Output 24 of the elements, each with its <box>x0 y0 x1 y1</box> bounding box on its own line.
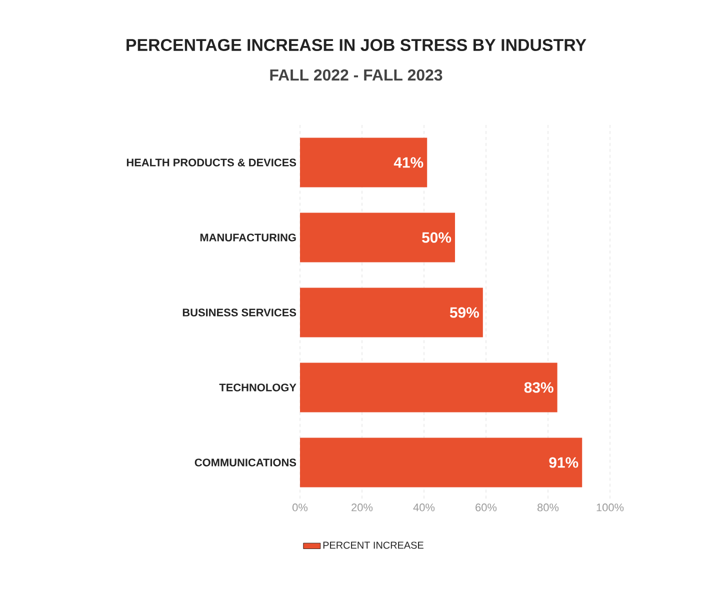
data-label: 50% <box>422 232 452 243</box>
data-label: 41% <box>394 157 424 168</box>
x-tick-label: 100% <box>596 504 624 512</box>
legend-label: PERCENT INCREASE <box>323 542 424 549</box>
data-label: 83% <box>524 382 554 393</box>
x-tick-label: 40% <box>413 504 435 512</box>
x-tick-label: 80% <box>538 504 559 512</box>
x-tick-label: 0% <box>292 504 308 512</box>
bar <box>300 212 456 262</box>
y-tick-label: TECHNOLOGY <box>219 384 296 392</box>
x-tick-label: 20% <box>352 504 373 512</box>
y-tick-label: MANUFACTURING <box>200 234 296 242</box>
data-label: 59% <box>450 307 479 318</box>
y-tick-label: COMMUNICATIONS <box>194 458 296 466</box>
y-tick-label: HEALTH PRODUCTS & DEVICES <box>126 158 296 166</box>
chart-title: PERCENTAGE INCREASE IN JOB STRESS BY INDUSTRY <box>126 38 586 51</box>
bar <box>300 438 582 488</box>
data-label: 91% <box>549 457 578 468</box>
bar <box>300 362 558 412</box>
y-tick-label: BUSINESS SERVICES <box>182 308 296 316</box>
chart-subtitle: FALL 2022 - FALL 2023 <box>270 69 442 81</box>
bar <box>300 288 483 338</box>
bar <box>300 138 428 188</box>
x-tick-label: 60% <box>476 504 497 512</box>
